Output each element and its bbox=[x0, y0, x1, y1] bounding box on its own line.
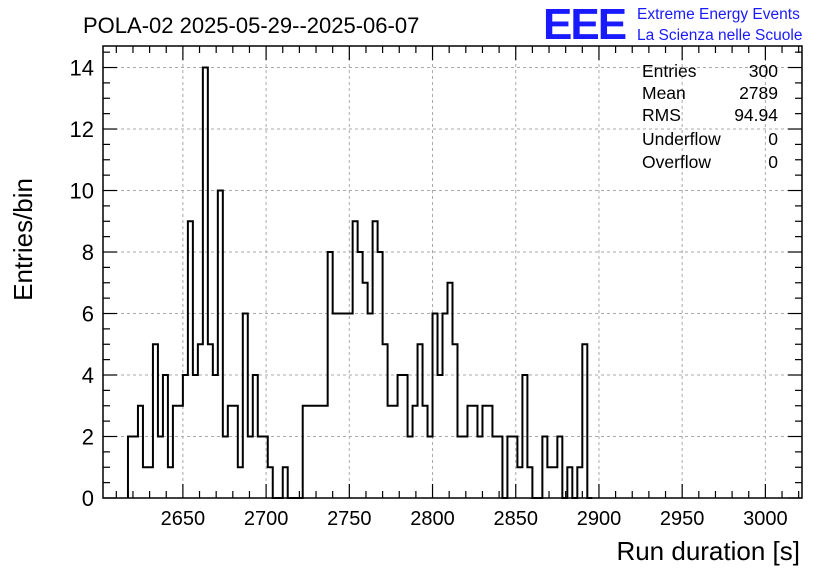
stats-mean-label: Mean bbox=[642, 83, 686, 103]
y-tick-label: 12 bbox=[70, 117, 94, 142]
stats-overflow-value: 0 bbox=[768, 152, 778, 172]
logo-line1: Extreme Energy Events bbox=[637, 6, 800, 23]
stats-rms-label: RMS bbox=[642, 105, 681, 125]
y-tick-label: 0 bbox=[82, 486, 94, 511]
x-tick-label: 2750 bbox=[327, 508, 372, 530]
x-tick-label: 2900 bbox=[577, 508, 622, 530]
y-tick-label: 8 bbox=[82, 240, 94, 265]
x-tick-label: 2950 bbox=[660, 508, 705, 530]
x-tick-label: 2650 bbox=[161, 508, 206, 530]
eee-logo: EEE Extreme Energy Events La Scienza nel… bbox=[543, 0, 802, 49]
stats-underflow-value: 0 bbox=[768, 129, 778, 149]
histogram-line bbox=[126, 66, 593, 499]
y-axis: 0 2 4 6 8 10 12 14 bbox=[70, 51, 802, 511]
x-axis: 2650 2700 2750 2800 2850 2900 2950 3000 bbox=[115, 46, 800, 530]
y-tick-label: 4 bbox=[82, 363, 94, 388]
y-tick-label: 10 bbox=[70, 179, 94, 204]
x-tick-label: 2800 bbox=[410, 508, 455, 530]
logo-line2: La Scienza nelle Scuole bbox=[637, 27, 802, 44]
y-tick-label: 2 bbox=[82, 425, 94, 450]
stats-underflow-label: Underflow bbox=[642, 129, 721, 149]
y-tick-label: 6 bbox=[82, 302, 94, 327]
y-axis-label: Entries/bin bbox=[8, 178, 38, 301]
stats-box: Entries 300 Mean 2789 RMS 94.94 Underflo… bbox=[642, 61, 778, 172]
logo-text: EEE bbox=[543, 0, 626, 49]
stats-entries-value: 300 bbox=[749, 61, 778, 81]
x-tick-label: 2850 bbox=[493, 508, 538, 530]
x-axis-label: Run duration [s] bbox=[616, 536, 800, 566]
y-tick-label: 14 bbox=[70, 56, 94, 81]
x-tick-label: 2700 bbox=[244, 508, 289, 530]
chart-title: POLA-02 2025-05-29--2025-06-07 bbox=[83, 13, 419, 38]
stats-rms-value: 94.94 bbox=[734, 105, 778, 125]
x-tick-label: 3000 bbox=[743, 508, 788, 530]
stats-overflow-label: Overflow bbox=[642, 152, 711, 172]
stats-mean-value: 2789 bbox=[739, 83, 778, 103]
stats-entries-label: Entries bbox=[642, 61, 697, 81]
plot-frame bbox=[102, 45, 803, 499]
